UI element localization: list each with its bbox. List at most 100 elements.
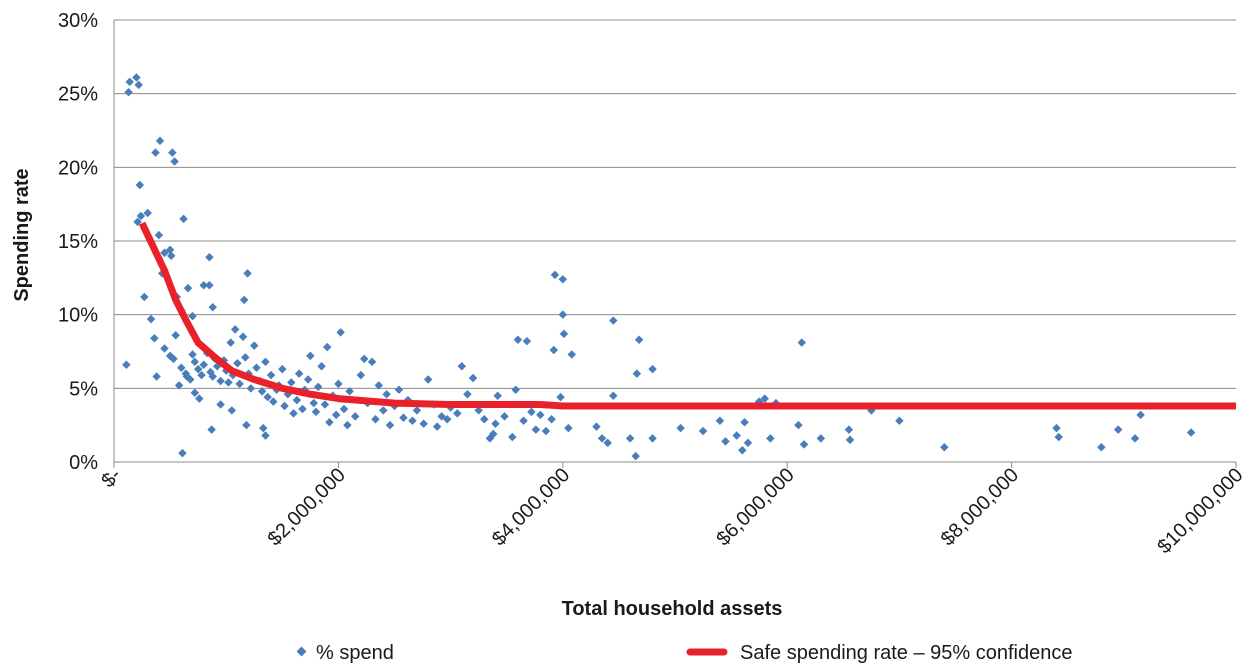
scatter-point <box>350 412 360 421</box>
scatter-point <box>336 328 345 337</box>
scatter-point <box>564 423 573 433</box>
scatter-point <box>140 292 149 302</box>
scatter-point <box>743 438 753 448</box>
scatter-point <box>541 426 551 436</box>
scatter-point <box>133 217 142 227</box>
scatter-point <box>216 376 225 386</box>
scatter-point <box>493 391 502 400</box>
scatter-point <box>306 351 315 361</box>
scatter-point <box>513 335 523 344</box>
scatter-point <box>468 373 478 383</box>
scatter-point <box>292 395 302 405</box>
x-tick-label: $2,000,000 <box>264 464 350 550</box>
scatter-point <box>168 148 177 157</box>
scatter-point <box>193 364 203 374</box>
scatter-point <box>207 425 216 434</box>
scatter-point <box>895 416 904 425</box>
scatter-point <box>152 372 161 381</box>
scatter-point <box>208 372 217 381</box>
scatter-point <box>500 412 509 421</box>
scatter-point <box>261 431 270 440</box>
scatter-point <box>609 316 618 325</box>
scatter-point <box>317 361 326 371</box>
scatter-point <box>208 303 217 312</box>
y-tick-label: 0% <box>69 452 98 474</box>
scatter-point <box>320 400 330 409</box>
scatter-point <box>738 445 747 455</box>
scatter-point <box>241 353 250 362</box>
scatter-point <box>294 369 304 378</box>
scatter-point <box>303 375 313 384</box>
scatter-point <box>597 434 607 443</box>
scatter-point <box>230 325 240 334</box>
scatter-point <box>419 419 428 428</box>
scatter-point <box>648 434 657 443</box>
scatter-point <box>298 404 307 414</box>
scatter-point <box>766 434 775 443</box>
scatter-point <box>715 416 725 425</box>
scatter-point <box>609 391 618 400</box>
scatter-point <box>536 410 545 420</box>
y-tick-label: 30% <box>58 10 98 32</box>
scatter-point <box>179 214 188 224</box>
scatter-point <box>243 269 252 278</box>
scatter-point <box>394 385 404 395</box>
scatter-point <box>547 415 556 424</box>
scatter-point <box>634 335 644 344</box>
scatter-point <box>199 280 209 290</box>
scatter-point <box>250 341 259 350</box>
scatter-point <box>527 407 536 417</box>
scatter-point <box>263 392 272 402</box>
x-axis-title: Total household assets <box>562 598 783 620</box>
scatter-point <box>252 363 261 372</box>
scatter-point <box>698 426 708 436</box>
scatter-point <box>278 364 287 374</box>
scatter-point <box>1052 423 1061 433</box>
scatter-series <box>122 73 1196 461</box>
scatter-point <box>648 364 657 374</box>
legend-marker-diamond <box>296 646 307 657</box>
scatter-point <box>205 252 214 262</box>
scatter-point <box>165 245 175 255</box>
scatter-point <box>224 378 233 387</box>
scatter-point <box>491 419 500 428</box>
scatter-point <box>183 283 193 293</box>
scatter-point <box>480 415 489 424</box>
scatter-point <box>182 372 192 381</box>
scatter-point <box>721 437 730 446</box>
scatter-point <box>166 251 176 260</box>
scatter-point <box>289 409 298 418</box>
scatter-point <box>550 270 560 280</box>
scatter-point <box>463 389 472 399</box>
scatter-point <box>155 136 165 146</box>
scatter-point <box>399 413 408 423</box>
scatter-point <box>408 416 417 425</box>
scatter-point <box>367 357 377 367</box>
scatter-point <box>178 448 187 458</box>
scatter-point <box>371 415 380 424</box>
scatter-point <box>257 387 267 396</box>
scatter-point <box>379 406 388 415</box>
scatter-point <box>556 392 565 402</box>
scatter-point <box>258 423 268 433</box>
scatter-point <box>199 360 209 370</box>
scatter-point <box>125 77 134 87</box>
axes <box>113 20 1236 463</box>
scatter-point <box>385 420 395 430</box>
scatter-point <box>143 208 152 218</box>
scatter-point <box>549 345 559 355</box>
scatter-point <box>845 435 855 445</box>
scatter-point <box>844 425 854 434</box>
scatter-point <box>453 409 462 418</box>
scatter-point <box>625 434 635 443</box>
scatter-point <box>135 180 145 190</box>
x-tick-label: $6,000,000 <box>712 464 798 550</box>
x-tick-label: $8,000,000 <box>937 464 1023 550</box>
scatter-point <box>174 381 184 390</box>
scatter-point <box>522 336 532 346</box>
scatter-point <box>313 382 323 392</box>
scatter-point <box>558 310 568 319</box>
scatter-point <box>423 375 433 384</box>
scatter-point <box>169 354 178 364</box>
